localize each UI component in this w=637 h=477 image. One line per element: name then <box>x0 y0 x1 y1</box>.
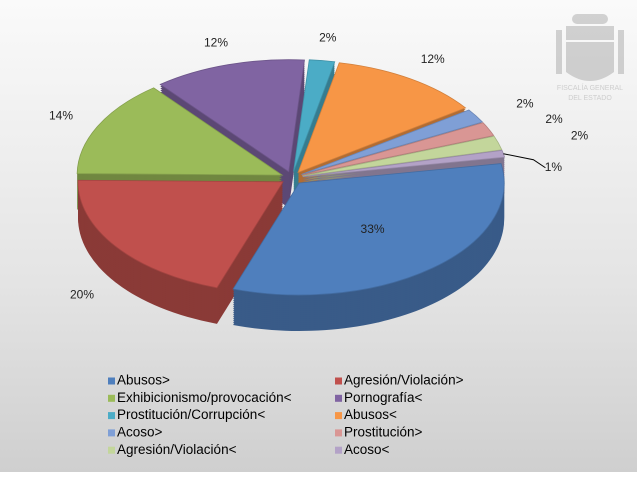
legend-swatch <box>335 429 342 437</box>
slice <box>297 62 467 174</box>
slice <box>159 59 305 173</box>
data-label: 20% <box>70 287 94 301</box>
slice <box>302 135 503 177</box>
data-label: 1% <box>545 160 563 174</box>
legend-label: Exhibicionismo/provocación< <box>117 390 292 405</box>
slice <box>76 87 284 176</box>
legend-swatch <box>108 377 115 385</box>
legend-swatch <box>335 446 342 454</box>
slice <box>301 122 495 176</box>
data-label: 12% <box>204 35 228 49</box>
data-label: 2% <box>516 96 534 110</box>
slice-side <box>293 69 335 182</box>
slice <box>232 163 505 296</box>
legend-label: Agresión/Violación< <box>117 442 237 457</box>
slice <box>293 59 336 172</box>
slice-side <box>293 63 335 176</box>
legend-label: Acoso> <box>117 424 163 439</box>
legend-label: Abusos> <box>117 373 170 388</box>
leader-line <box>503 153 546 169</box>
logo: FISCALÍA GENERAL DEL ESTADO <box>556 14 624 102</box>
slice-side <box>293 71 335 184</box>
slice <box>301 109 484 175</box>
slice <box>77 179 284 289</box>
slice-side <box>293 65 335 178</box>
legend-swatch <box>108 394 115 402</box>
legend-label: Prostitución> <box>344 424 423 439</box>
legend-label: Pornografía< <box>344 390 423 405</box>
data-label: 2% <box>571 128 589 142</box>
legend-label: Acoso< <box>344 442 390 457</box>
logo-text: FISCALÍA GENERAL <box>557 83 623 92</box>
slice-side <box>293 67 335 180</box>
legend-swatch <box>335 377 342 385</box>
data-label: 12% <box>421 52 445 66</box>
legend-label: Agresión/Violación> <box>344 373 464 388</box>
legend-swatch <box>108 429 115 437</box>
legend-swatch <box>335 412 342 420</box>
data-label: 2% <box>545 112 563 126</box>
data-label: 2% <box>319 31 337 45</box>
legend-swatch <box>108 446 115 454</box>
legend-swatch <box>108 412 115 420</box>
legend-label: Abusos< <box>344 407 397 422</box>
legend-label: Prostitución/Corrupción< <box>117 407 265 422</box>
legend-swatch <box>335 394 342 402</box>
data-label: 14% <box>49 108 73 122</box>
logo-text: DEL ESTADO <box>568 95 612 102</box>
data-label: 33% <box>361 222 385 236</box>
